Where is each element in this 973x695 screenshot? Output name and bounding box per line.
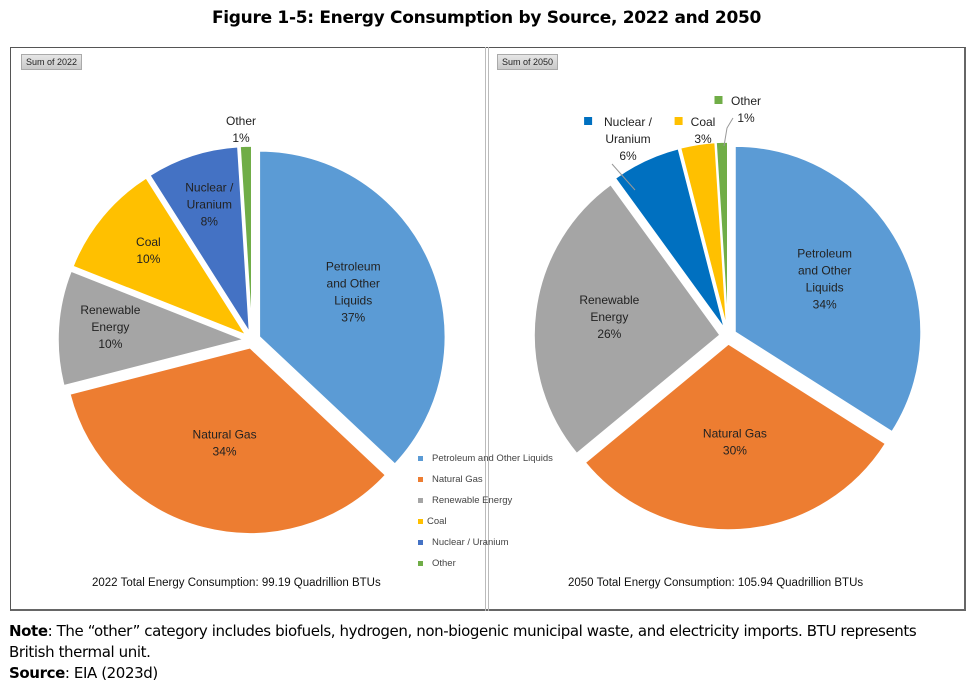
legend-swatch	[418, 456, 423, 461]
pie-slice-nuclear-uranium	[148, 145, 251, 333]
legend-label: Nuclear / Uranium	[432, 537, 509, 548]
label-key-swatch	[674, 117, 683, 125]
legend-item-petroleum: Petroleum and Other Liquids	[418, 448, 553, 469]
legend-item-other: Other	[418, 553, 553, 574]
legend-swatch	[418, 561, 423, 566]
data-label: Coal 3%	[691, 115, 716, 146]
data-label: Renewable Energy 10%	[80, 303, 140, 351]
legend-swatch	[418, 498, 423, 503]
pie-0: Petroleum and Other Liquids 37% Natural Gas 3…	[57, 114, 447, 535]
pie-slice-other	[715, 141, 729, 329]
legend-label: Other	[432, 558, 456, 569]
pie-slice-natural-gas	[584, 343, 887, 531]
data-label: Petroleum and Other Liquids 37%	[326, 260, 381, 325]
legend-item-nuclear: Nuclear / Uranium	[418, 532, 553, 553]
legend: Petroleum and Other Liquids Natural Gas …	[418, 448, 553, 574]
label-key-swatch	[584, 117, 593, 125]
source-text: : EIA (2023d)	[64, 664, 158, 682]
figure-title: Figure 1-5: Energy Consumption by Source…	[211, 8, 762, 28]
data-label: Nuclear / Uranium 6%	[604, 115, 653, 163]
pie-slice-petroleum-and-other-liquids	[258, 150, 447, 466]
figure-note: Note: The “other” category includes biof…	[9, 621, 959, 684]
data-label: Natural Gas 30%	[703, 427, 767, 458]
source-label: Source	[9, 664, 65, 682]
note-line: Note: The “other” category includes biof…	[9, 621, 959, 663]
data-label: Nuclear / Uranium 8%	[185, 181, 234, 229]
legend-item-coal: Coal	[418, 511, 553, 532]
data-label: Coal 10%	[136, 235, 161, 266]
legend-swatch	[418, 519, 423, 524]
legend-label: Coal	[427, 516, 447, 527]
panel-2022-tag: Sum of 2022	[21, 54, 83, 70]
panel-2050-tag: Sum of 2050	[497, 54, 559, 70]
pie-slice-petroleum-and-other-liquids	[734, 145, 922, 433]
data-label: Renewable Energy 26%	[579, 293, 639, 341]
legend-swatch	[418, 477, 423, 482]
panel-divider	[485, 47, 489, 611]
legend-swatch	[418, 540, 423, 545]
legend-item-natural-gas: Natural Gas	[418, 469, 553, 490]
leader-line	[611, 163, 636, 191]
pie-slice-renewable-energy	[57, 270, 247, 387]
legend-item-renewable: Renewable Energy	[418, 490, 553, 511]
pie-1: Petroleum and Other Liquids 34% Natural Gas 3…	[533, 94, 922, 531]
note-label: Note	[9, 622, 48, 640]
note-text: : The “other” category includes biofuels…	[9, 622, 917, 661]
pie-slice-coal	[71, 176, 248, 337]
total-2050: 2050 Total Energy Consumption: 105.94 Qu…	[568, 577, 864, 589]
pie-slice-natural-gas	[68, 346, 387, 535]
source-line: Source: EIA (2023d)	[9, 663, 959, 684]
label-key-swatch	[714, 96, 723, 104]
data-label: Other 1%	[731, 94, 761, 125]
data-label: Natural Gas 34%	[193, 427, 257, 458]
legend-label: Petroleum and Other Liquids	[432, 453, 553, 464]
pie-slice-other	[239, 145, 253, 333]
leader-line	[723, 117, 734, 147]
legend-label: Natural Gas	[432, 474, 483, 485]
legend-label: Renewable Energy	[432, 495, 513, 506]
data-label: Other 1%	[226, 114, 256, 145]
pie-slice-renewable-energy	[533, 183, 722, 455]
pie-slice-nuclear-uranium	[614, 147, 726, 330]
pie-slice-coal	[679, 141, 728, 329]
data-label: Petroleum and Other Liquids 34%	[797, 246, 852, 311]
total-2022: 2022 Total Energy Consumption: 99.19 Qua…	[92, 577, 381, 589]
